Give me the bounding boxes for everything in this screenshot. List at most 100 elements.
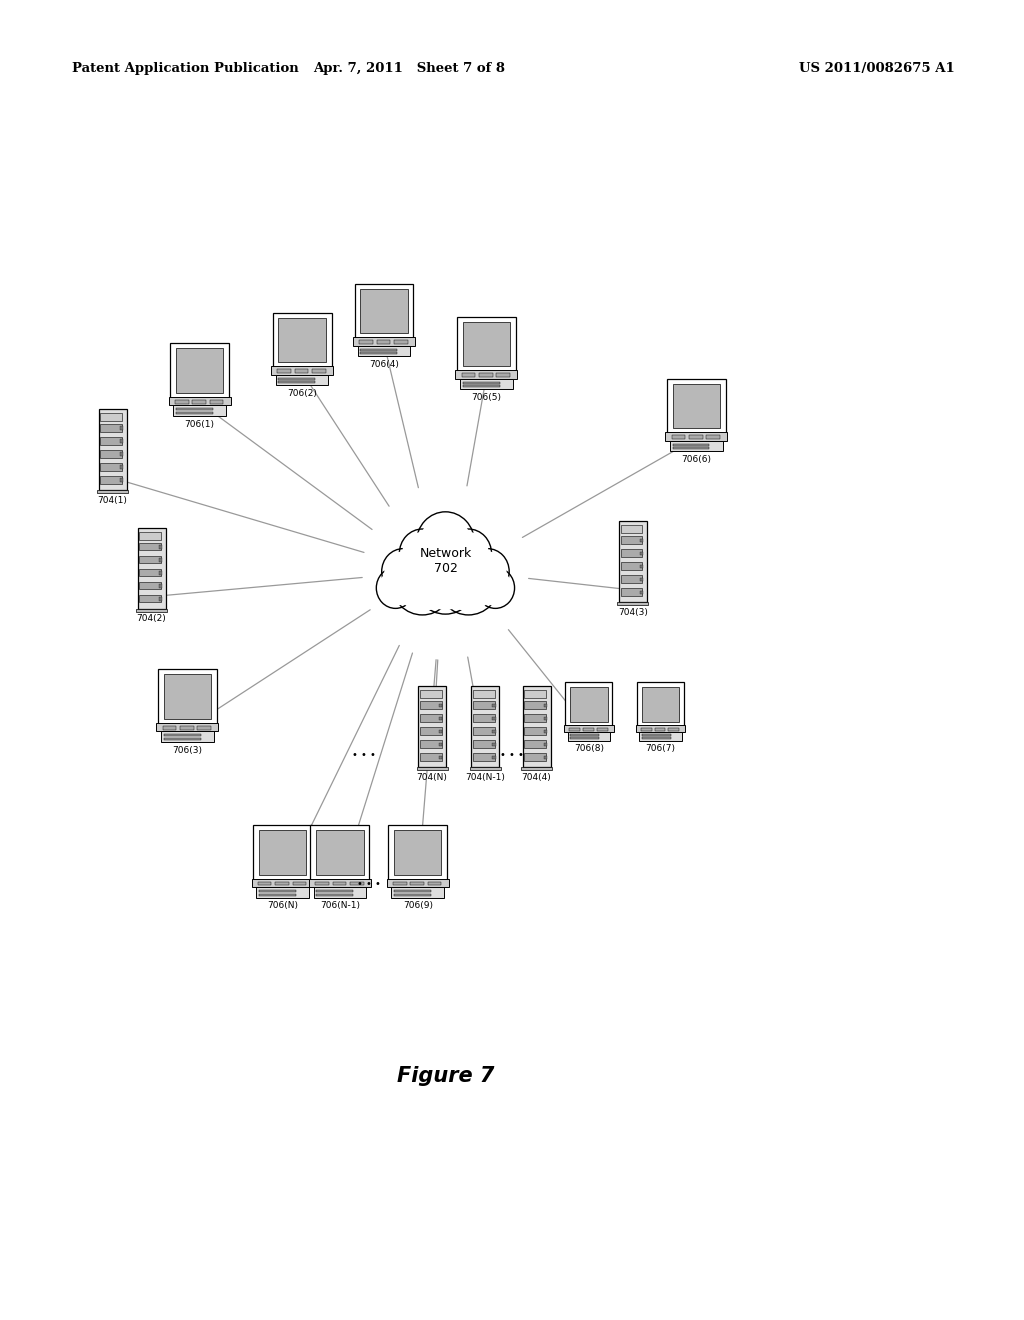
Bar	[521, 767, 552, 771]
Bar	[564, 725, 613, 733]
Ellipse shape	[478, 570, 512, 606]
Bar	[310, 825, 370, 882]
Bar	[707, 436, 720, 440]
Bar	[415, 882, 421, 892]
Bar	[621, 536, 642, 544]
Text: Network
702: Network 702	[419, 546, 472, 576]
Bar	[159, 585, 162, 587]
Text: Apr. 7, 2011   Sheet 7 of 8: Apr. 7, 2011 Sheet 7 of 8	[313, 62, 506, 75]
Bar	[621, 525, 642, 533]
Bar	[139, 532, 161, 540]
Bar	[418, 686, 446, 767]
Bar	[473, 714, 495, 722]
Bar	[637, 682, 684, 729]
Ellipse shape	[469, 552, 507, 591]
Bar	[621, 576, 642, 582]
Bar	[470, 767, 501, 771]
Bar	[493, 743, 496, 746]
Bar	[569, 734, 599, 737]
Bar	[493, 730, 496, 734]
Bar	[333, 882, 346, 886]
Bar	[570, 686, 607, 722]
Bar	[493, 755, 496, 759]
Text: 706(4): 706(4)	[369, 360, 399, 370]
Bar	[640, 578, 643, 581]
Bar	[259, 890, 296, 892]
Bar	[176, 412, 213, 413]
Bar	[544, 704, 547, 708]
Bar	[597, 727, 607, 731]
Bar	[586, 729, 592, 737]
Text: • • •: • • •	[351, 750, 376, 760]
Bar	[100, 413, 122, 421]
Bar	[159, 572, 162, 576]
Bar	[420, 690, 441, 698]
Bar	[139, 582, 161, 589]
Ellipse shape	[395, 557, 450, 611]
Bar	[673, 444, 710, 446]
Bar	[271, 367, 333, 375]
Bar	[100, 424, 122, 432]
Ellipse shape	[399, 529, 445, 578]
Ellipse shape	[417, 549, 474, 610]
Bar	[456, 371, 517, 379]
Bar	[309, 879, 371, 887]
Bar	[163, 726, 176, 730]
Text: 704(1): 704(1)	[97, 495, 128, 504]
Bar	[158, 669, 217, 726]
Bar	[136, 609, 167, 612]
Bar	[621, 589, 642, 595]
Bar	[394, 890, 431, 892]
Bar	[100, 477, 122, 483]
Text: 706(5): 706(5)	[471, 393, 502, 403]
Bar	[377, 341, 390, 345]
Bar	[394, 894, 431, 895]
Bar	[473, 727, 495, 735]
Bar	[463, 381, 500, 384]
Bar	[210, 400, 223, 404]
Bar	[272, 313, 332, 370]
Bar	[667, 379, 726, 436]
Text: 706(2): 706(2)	[287, 389, 317, 399]
Bar	[180, 726, 194, 730]
Bar	[275, 882, 289, 886]
Bar	[337, 882, 343, 892]
Text: 704(2): 704(2)	[136, 614, 167, 623]
Bar	[381, 341, 387, 351]
Bar	[350, 882, 364, 886]
Bar	[315, 882, 329, 886]
Bar	[439, 743, 442, 746]
Text: 706(3): 706(3)	[172, 746, 203, 755]
Bar	[120, 478, 123, 482]
Ellipse shape	[416, 512, 475, 574]
Bar	[293, 882, 306, 886]
Text: 706(8): 706(8)	[573, 743, 604, 752]
Bar	[279, 381, 315, 383]
Bar	[524, 714, 546, 722]
Bar	[473, 741, 495, 747]
Bar	[569, 738, 599, 739]
Bar	[473, 754, 495, 760]
Bar	[669, 727, 679, 731]
Bar	[184, 726, 190, 737]
Ellipse shape	[379, 570, 413, 606]
Ellipse shape	[391, 553, 453, 615]
Bar	[439, 755, 442, 759]
Bar	[256, 887, 309, 898]
Ellipse shape	[466, 549, 509, 594]
Bar	[387, 879, 449, 887]
Bar	[471, 686, 500, 767]
Bar	[497, 374, 510, 378]
Ellipse shape	[476, 568, 515, 609]
Bar	[157, 723, 218, 731]
Bar	[670, 441, 723, 451]
Bar	[197, 400, 203, 411]
Text: 704(N): 704(N)	[417, 772, 447, 781]
Bar	[280, 882, 286, 892]
Bar	[583, 727, 594, 731]
Bar	[295, 370, 308, 374]
Bar	[173, 405, 226, 416]
Text: Figure 7: Figure 7	[396, 1065, 495, 1086]
Bar	[567, 733, 610, 741]
Text: 706(1): 706(1)	[184, 420, 215, 429]
